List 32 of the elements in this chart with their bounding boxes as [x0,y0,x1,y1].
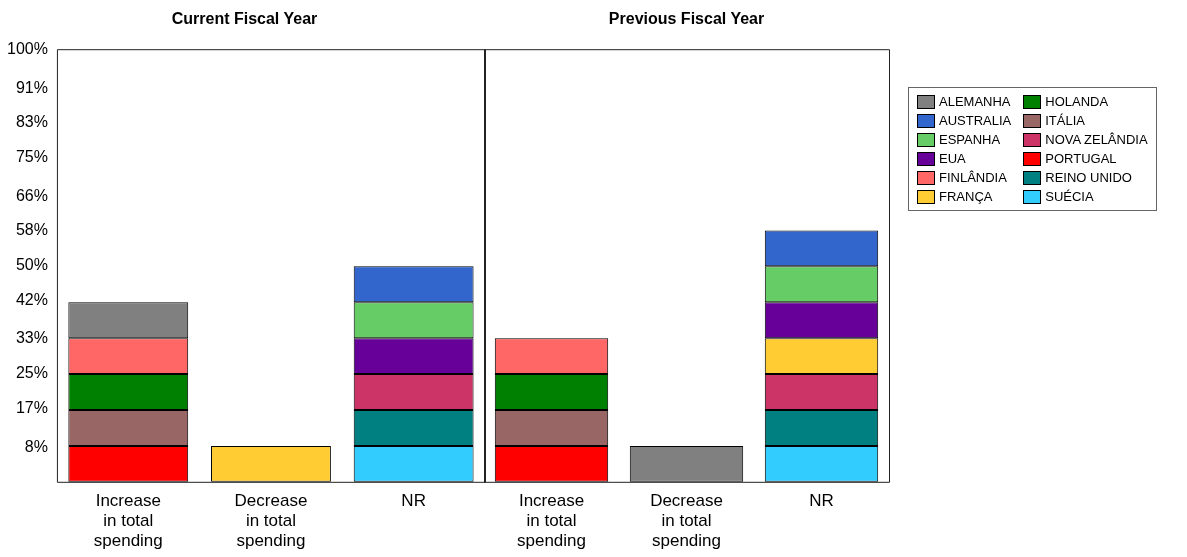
x-tick-label: Decrease in total spending [234,490,308,551]
x-tick-label: Increase in total spending [516,490,587,551]
x-tick-label: Decrease in total spending [650,490,723,551]
chart-title: Previous Fiscal Year [608,10,765,28]
y-tick-label: 50% [15,255,48,273]
x-tick-label: NR [809,490,834,510]
legend-label: FRANÇA [939,189,993,204]
x-tick-label: NR [401,490,426,510]
y-tick-label: 42% [15,290,48,308]
y-tick-label: 91% [15,78,48,96]
y-tick-label: 75% [15,147,48,165]
legend-label: PORTUGAL [1045,151,1117,166]
y-tick-label: 83% [15,113,48,131]
x-tick-label: Increase in total spending [93,490,163,551]
legend-label: HOLANDA [1045,94,1109,109]
y-tick-label: 17% [15,398,48,416]
legend-label: SUÉCIA [1045,189,1094,204]
legend-label: ALEMANHA [939,94,1011,109]
y-tick-label: 8% [24,437,48,455]
y-tick-label: 100% [7,39,48,57]
legend-label: AUSTRALIA [939,113,1012,128]
y-tick-label: 66% [15,186,48,204]
legend-label: EUA [939,151,966,166]
legend-label: REINO UNIDO [1045,170,1132,185]
legend-label: ESPANHA [939,132,1001,147]
y-tick-label: 33% [15,329,48,347]
y-tick-label: 25% [15,364,48,382]
y-tick-label: 58% [15,221,48,239]
legend-label: NOVA ZELÂNDIA [1045,132,1148,147]
legend-label: ITÁLIA [1045,113,1085,128]
chart-title: Current Fiscal Year [171,10,318,28]
legend-label: FINLÂNDIA [939,170,1007,185]
